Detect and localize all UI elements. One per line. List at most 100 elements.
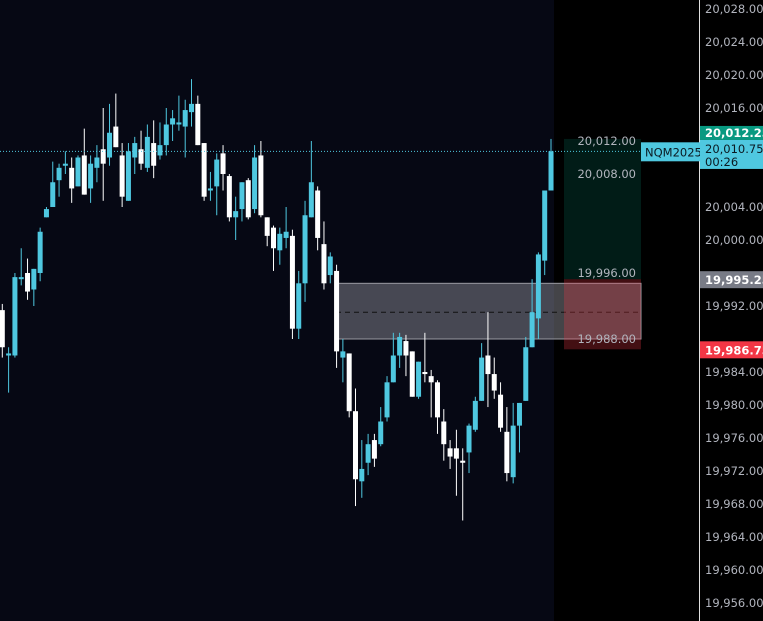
entry-price-tag: [700, 271, 763, 289]
candle-body-down: [201, 143, 207, 197]
candle-body-up: [296, 283, 302, 329]
candle-body-up: [88, 163, 94, 189]
candle-body-up: [125, 151, 131, 201]
candle-body-up: [6, 353, 12, 356]
y-tick-label: 19,996.00: [577, 266, 636, 280]
symbol-tag: [641, 142, 700, 162]
candle-body-down: [69, 167, 75, 189]
candle-body-up: [283, 231, 289, 238]
candle-body-down: [346, 353, 352, 412]
candle-body-up: [378, 421, 384, 445]
candle-body-down: [138, 149, 144, 164]
candle-body-up: [176, 122, 182, 125]
candle-body-up: [170, 118, 176, 125]
entry-price-label: 19,995.25: [705, 273, 763, 287]
candle-body-up: [416, 361, 422, 397]
candle-body-down: [226, 176, 232, 218]
last-price-label: 20,010.75: [705, 142, 763, 156]
candle-body-down: [428, 376, 434, 383]
candle-body-up: [472, 400, 478, 430]
candle-body-up: [37, 231, 43, 273]
candle-body-up: [277, 233, 283, 251]
candle-body-up: [233, 211, 239, 218]
candle-body-up: [239, 182, 245, 210]
candle-body-down: [151, 143, 157, 166]
candle-body-down: [289, 235, 295, 329]
y-tick-label: 20,028.00: [705, 2, 763, 16]
y-tick-label: 20,024.00: [705, 35, 763, 49]
candle-body-up: [308, 182, 314, 218]
candle-body-up: [31, 268, 37, 290]
candle-body-up: [189, 103, 195, 113]
candle-body-up: [523, 347, 529, 401]
y-tick-label: 20,020.00: [705, 68, 763, 82]
candle-body-up: [479, 357, 485, 401]
last-price-tag: [700, 139, 763, 169]
y-tick-label: 19,968.00: [705, 497, 763, 511]
candle-body-down: [441, 421, 447, 445]
candle-body-down: [258, 155, 264, 216]
candle-body-up: [62, 163, 68, 166]
candle-body-up: [75, 157, 81, 187]
candle-body-down: [0, 310, 5, 348]
candle-body-up: [132, 143, 138, 158]
candle-body-down: [485, 355, 491, 375]
candle-body-up: [466, 425, 472, 453]
candle-body-down: [220, 153, 226, 174]
candle-body-down: [409, 351, 415, 397]
position-stop-zone: [564, 279, 641, 350]
y-tick-label: 19,964.00: [705, 530, 763, 544]
y-tick-label: 19,992.00: [705, 299, 763, 313]
candle-body-up: [365, 444, 371, 463]
stop-price-label: 19,986.75: [705, 343, 763, 357]
chart-background: [0, 0, 554, 621]
candle-body-up: [390, 355, 396, 383]
candle-body-down: [491, 374, 497, 391]
candle-body-down: [315, 190, 321, 238]
candle-body-down: [195, 103, 201, 146]
candle-body-up: [340, 351, 346, 358]
candle-body-down: [113, 126, 119, 148]
candle-body-up: [56, 167, 62, 181]
candle-body-up: [252, 157, 258, 210]
position-target-zone: [564, 138, 641, 280]
candle-body-up: [182, 110, 188, 127]
candle-body-down: [100, 149, 106, 164]
candle-body-up: [302, 215, 308, 284]
candle-body-up: [50, 182, 56, 207]
candle-body-up: [144, 136, 150, 168]
y-tick-label: 20,016.00: [705, 101, 763, 115]
y-tick-label: 20,000.00: [705, 233, 763, 247]
candle-body-down: [422, 372, 428, 375]
candle-body-down: [460, 460, 466, 463]
candle-body-up: [43, 209, 49, 218]
candle-body-down: [321, 244, 327, 284]
candle-body-up: [529, 312, 535, 348]
candle-body-down: [498, 394, 504, 428]
candle-body-down: [453, 448, 459, 459]
y-tick-label: 19,976.00: [705, 431, 763, 445]
candle-body-down: [119, 155, 125, 197]
candle-body-down: [434, 382, 440, 418]
candle-body-down: [403, 341, 409, 356]
y-tick-label: 19,960.00: [705, 563, 763, 577]
y-tick-label: 19,972.00: [705, 464, 763, 478]
candle-body-up: [510, 425, 516, 478]
candle-body-down: [504, 431, 510, 474]
candle-body-up: [94, 157, 100, 168]
y-tick-label: 19,988.00: [577, 332, 636, 346]
candle-body-up: [359, 468, 365, 482]
candle-body-up: [12, 277, 18, 356]
y-tick-label: 19,980.00: [705, 398, 763, 412]
candle-body-up: [397, 336, 403, 356]
candle-body-down: [352, 411, 358, 480]
candle-body-up: [163, 124, 169, 146]
candle-body-up: [327, 256, 333, 276]
candle-body-up: [535, 254, 541, 319]
candle-body-down: [264, 217, 270, 236]
candle-body-up: [157, 145, 163, 156]
candle-body-down: [447, 448, 453, 457]
candle-body-down: [371, 440, 377, 459]
candle-body-up: [107, 132, 113, 158]
